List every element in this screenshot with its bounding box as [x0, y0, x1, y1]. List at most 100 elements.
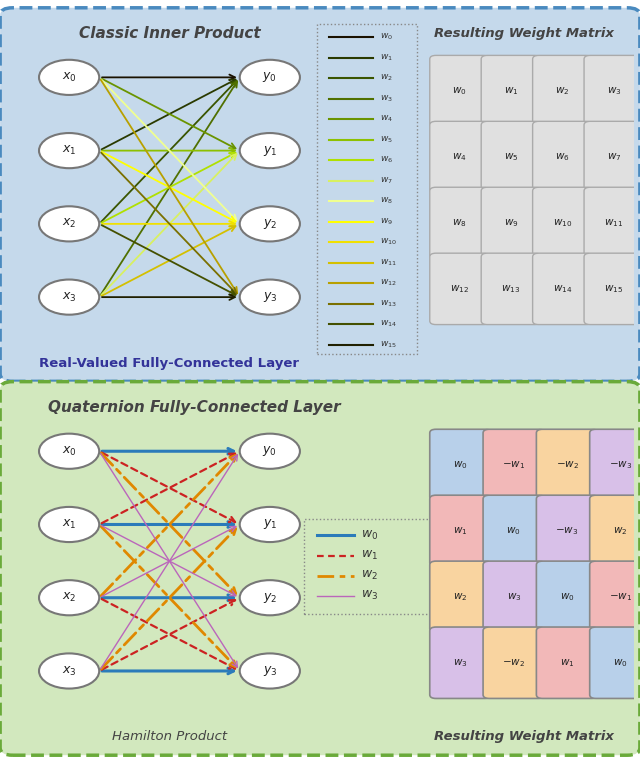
Circle shape — [39, 653, 99, 688]
Text: Classic Inner Product: Classic Inner Product — [79, 26, 260, 41]
Text: $w_{11}$: $w_{11}$ — [604, 217, 623, 229]
Circle shape — [39, 133, 99, 168]
Text: $w_{6}$: $w_{6}$ — [380, 155, 393, 166]
Text: $w_{7}$: $w_{7}$ — [380, 175, 392, 186]
Circle shape — [240, 507, 300, 542]
Text: $y_0$: $y_0$ — [262, 444, 277, 459]
FancyBboxPatch shape — [536, 495, 598, 567]
Circle shape — [39, 60, 99, 95]
FancyBboxPatch shape — [481, 187, 541, 259]
Text: $w_{5}$: $w_{5}$ — [380, 134, 392, 145]
FancyBboxPatch shape — [481, 56, 541, 127]
Text: $w_2$: $w_2$ — [361, 569, 378, 582]
FancyBboxPatch shape — [430, 56, 490, 127]
Text: $x_0$: $x_0$ — [61, 71, 77, 84]
Circle shape — [240, 433, 300, 468]
Text: $y_2$: $y_2$ — [262, 217, 277, 231]
Text: $w_9$: $w_9$ — [504, 217, 518, 229]
FancyBboxPatch shape — [589, 495, 640, 567]
Text: Quaternion Fully-Connected Layer: Quaternion Fully-Connected Layer — [48, 400, 341, 415]
Text: $w_{13}$: $w_{13}$ — [501, 283, 520, 295]
FancyBboxPatch shape — [536, 430, 598, 501]
Text: $y_1$: $y_1$ — [262, 517, 277, 532]
Text: $y_3$: $y_3$ — [262, 290, 277, 304]
FancyBboxPatch shape — [481, 253, 541, 324]
Circle shape — [39, 580, 99, 615]
Text: $w_3$: $w_3$ — [607, 85, 621, 97]
Text: $x_1$: $x_1$ — [62, 144, 76, 157]
Text: $w_{8}$: $w_{8}$ — [380, 196, 392, 207]
Text: Hamilton Product: Hamilton Product — [112, 730, 227, 743]
Text: $x_3$: $x_3$ — [62, 291, 76, 304]
FancyBboxPatch shape — [536, 561, 598, 633]
FancyBboxPatch shape — [532, 121, 592, 193]
Text: Resulting Weight Matrix: Resulting Weight Matrix — [434, 730, 614, 743]
Text: $x_2$: $x_2$ — [62, 591, 76, 604]
Text: $y_1$: $y_1$ — [262, 143, 277, 158]
Circle shape — [240, 60, 300, 95]
FancyBboxPatch shape — [584, 121, 640, 193]
FancyBboxPatch shape — [483, 430, 545, 501]
Text: $w_5$: $w_5$ — [504, 151, 518, 163]
FancyBboxPatch shape — [317, 24, 417, 354]
FancyBboxPatch shape — [536, 627, 598, 698]
Text: $y_3$: $y_3$ — [262, 664, 277, 678]
Text: $w_2$: $w_2$ — [613, 525, 628, 537]
FancyBboxPatch shape — [430, 561, 492, 633]
FancyBboxPatch shape — [430, 430, 492, 501]
Text: $w_1$: $w_1$ — [560, 657, 574, 668]
Text: $x_3$: $x_3$ — [62, 665, 76, 678]
Circle shape — [39, 279, 99, 314]
Text: $w_{10}$: $w_{10}$ — [553, 217, 572, 229]
Circle shape — [240, 580, 300, 615]
Circle shape — [39, 433, 99, 468]
FancyBboxPatch shape — [481, 121, 541, 193]
Text: $w_1$: $w_1$ — [504, 85, 518, 97]
Circle shape — [39, 507, 99, 542]
FancyBboxPatch shape — [483, 627, 545, 698]
Text: $w_0$: $w_0$ — [361, 529, 378, 542]
FancyBboxPatch shape — [584, 56, 640, 127]
Text: $w_7$: $w_7$ — [607, 151, 621, 163]
Text: $w_{15}$: $w_{15}$ — [604, 283, 623, 295]
FancyBboxPatch shape — [589, 430, 640, 501]
Text: $w_4$: $w_4$ — [452, 151, 467, 163]
Circle shape — [39, 206, 99, 241]
Text: $w_3$: $w_3$ — [506, 591, 521, 603]
FancyBboxPatch shape — [532, 56, 592, 127]
Text: $w_2$: $w_2$ — [453, 591, 468, 603]
Text: $w_0$: $w_0$ — [613, 657, 628, 668]
Text: $x_2$: $x_2$ — [62, 217, 76, 230]
Circle shape — [240, 279, 300, 314]
Text: $x_1$: $x_1$ — [62, 518, 76, 531]
FancyBboxPatch shape — [430, 253, 490, 324]
Text: $w_0$: $w_0$ — [560, 591, 575, 603]
FancyBboxPatch shape — [430, 121, 490, 193]
Text: $-w_3$: $-w_3$ — [609, 459, 632, 471]
Text: $w_8$: $w_8$ — [452, 217, 467, 229]
Text: $w_0$: $w_0$ — [506, 525, 521, 537]
Text: $w_2$: $w_2$ — [556, 85, 570, 97]
FancyBboxPatch shape — [483, 495, 545, 567]
Text: $w_{14}$: $w_{14}$ — [380, 319, 397, 330]
FancyBboxPatch shape — [305, 519, 436, 614]
FancyBboxPatch shape — [584, 253, 640, 324]
FancyBboxPatch shape — [589, 627, 640, 698]
Text: $w_1$: $w_1$ — [361, 549, 378, 562]
FancyBboxPatch shape — [589, 561, 640, 633]
Text: $w_{12}$: $w_{12}$ — [450, 283, 469, 295]
Circle shape — [240, 206, 300, 241]
Text: $w_1$: $w_1$ — [453, 525, 468, 537]
Text: $w_{14}$: $w_{14}$ — [553, 283, 572, 295]
Text: $w_{1}$: $w_{1}$ — [380, 53, 392, 63]
FancyBboxPatch shape — [532, 253, 592, 324]
Circle shape — [240, 133, 300, 168]
Text: $w_{13}$: $w_{13}$ — [380, 298, 396, 309]
Text: $w_{4}$: $w_{4}$ — [380, 114, 392, 124]
Text: $-w_1$: $-w_1$ — [502, 459, 525, 471]
Text: $w_{10}$: $w_{10}$ — [380, 237, 397, 247]
Text: $w_{12}$: $w_{12}$ — [380, 278, 396, 288]
Text: $w_3$: $w_3$ — [453, 657, 468, 668]
Text: $y_2$: $y_2$ — [262, 591, 277, 605]
FancyBboxPatch shape — [430, 187, 490, 259]
